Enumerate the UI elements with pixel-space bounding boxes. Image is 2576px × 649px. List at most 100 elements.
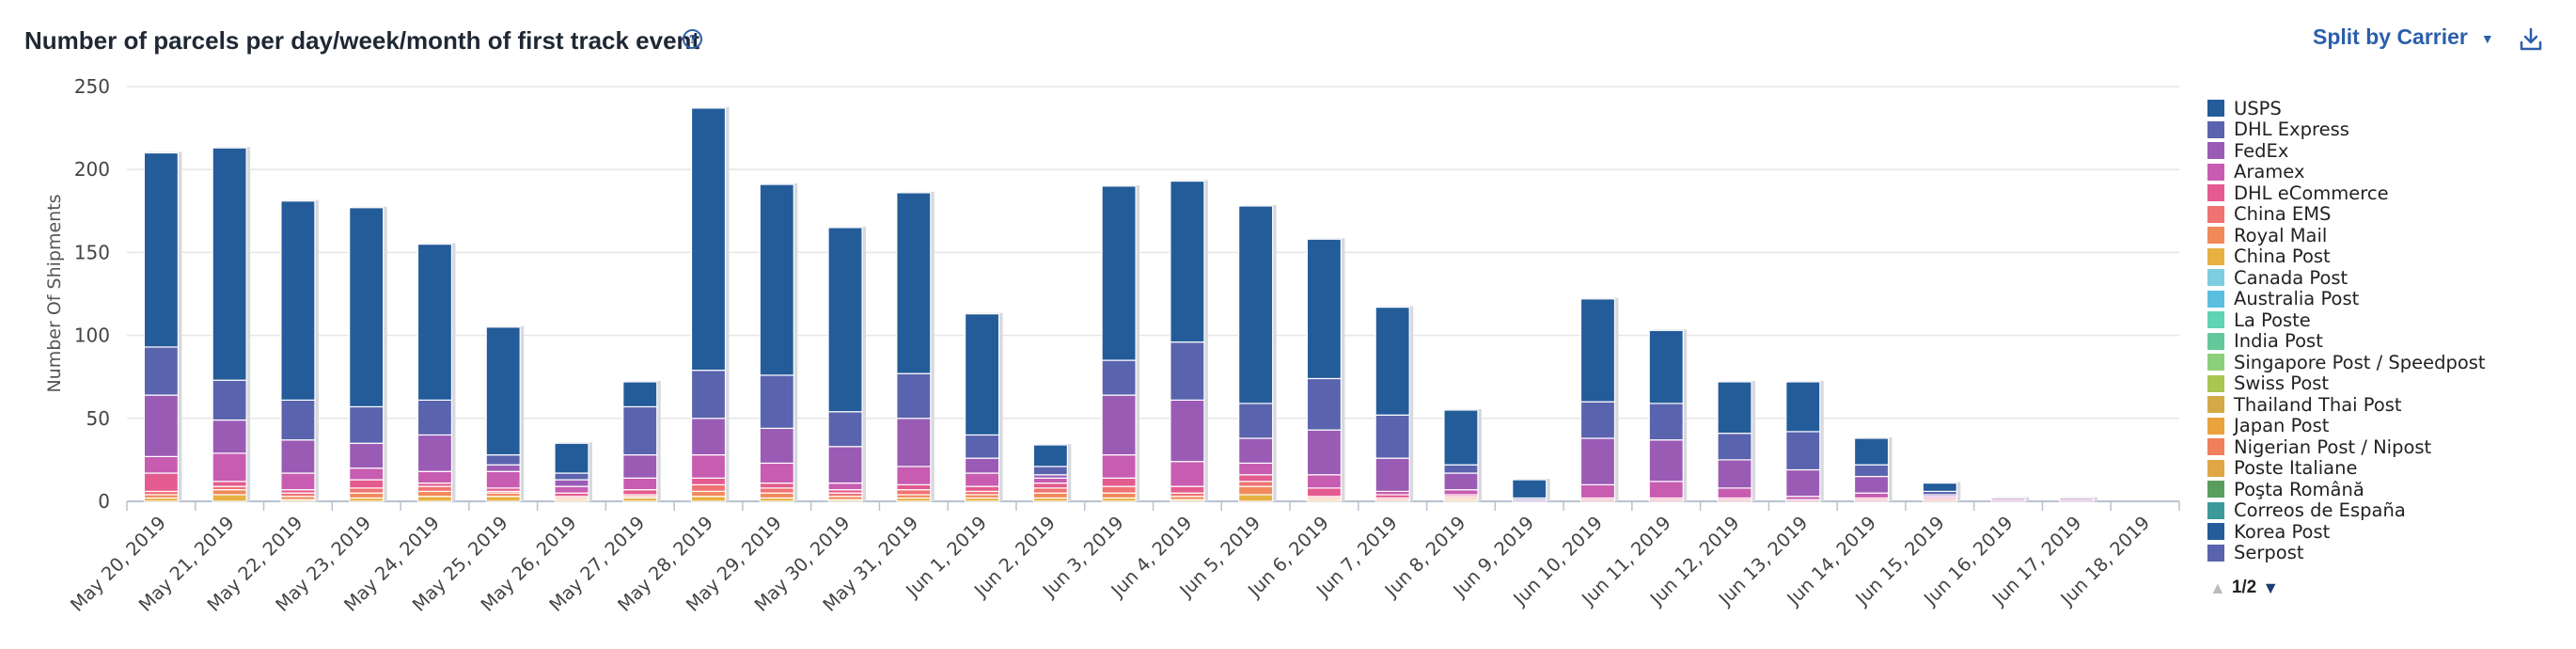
- bar-segment-usps[interactable]: [896, 192, 932, 374]
- bar-segment-china-ems[interactable]: [759, 487, 794, 494]
- bar-segment-fedex[interactable]: [1170, 399, 1205, 463]
- bar-segment-china-ems[interactable]: [1238, 481, 1274, 487]
- download-icon[interactable]: [2518, 26, 2544, 53]
- bar-segment-usps[interactable]: [690, 107, 727, 372]
- bar-segment-fedex[interactable]: [1990, 497, 2026, 500]
- bar-segment-dhl-express[interactable]: [485, 454, 521, 466]
- bar-segment-usps[interactable]: [1306, 238, 1343, 380]
- bar-segment-usps[interactable]: [1512, 479, 1547, 499]
- bar-segment-fedex[interactable]: [1853, 475, 1890, 494]
- bar-segment-usps[interactable]: [143, 151, 179, 348]
- bar-segment-royal-mail[interactable]: [1238, 485, 1274, 496]
- bar-segment-dhl-express[interactable]: [280, 399, 316, 441]
- bar-segment-china-ems[interactable]: [416, 485, 453, 493]
- bar-segment-dhl-ecommerce[interactable]: [896, 483, 932, 491]
- bar-segment-aramex[interactable]: [964, 472, 1000, 487]
- legend-item[interactable]: Singapore Post / Speedpost: [2207, 352, 2565, 373]
- bar-segment-usps[interactable]: [554, 442, 589, 474]
- bar-segment-fedex[interactable]: [1238, 437, 1274, 465]
- bar-segment-usps[interactable]: [1238, 205, 1274, 404]
- bar-segment-dhl-express[interactable]: [1238, 403, 1274, 439]
- bar-segment-fedex[interactable]: [964, 457, 1000, 474]
- legend-item[interactable]: La Poste: [2207, 309, 2565, 331]
- bar-segment-china-ems[interactable]: [690, 483, 727, 493]
- bar-segment-royal-mail[interactable]: [690, 490, 727, 498]
- bar-segment-usps[interactable]: [349, 207, 385, 408]
- bar-segment-aramex[interactable]: [416, 470, 453, 484]
- legend-item[interactable]: Poste Italiane: [2207, 457, 2565, 479]
- bar-segment-dhl-ecommerce[interactable]: [759, 482, 794, 489]
- bar-segment-dhl-express[interactable]: [1374, 414, 1410, 459]
- bar-segment-aramex[interactable]: [690, 454, 727, 479]
- help-icon[interactable]: ?: [683, 29, 702, 49]
- bar-segment-aramex[interactable]: [1443, 489, 1479, 496]
- bar-segment-dhl-express[interactable]: [964, 434, 1000, 459]
- legend-item[interactable]: Poşta Română: [2207, 479, 2565, 500]
- bar-segment-china-ems[interactable]: [349, 487, 385, 494]
- bar-segment-usps[interactable]: [1785, 381, 1821, 433]
- bar-segment-dhl-express[interactable]: [759, 374, 794, 429]
- bar-segment-fedex[interactable]: [212, 419, 247, 454]
- bar-segment-royal-mail[interactable]: [759, 492, 794, 499]
- legend-item[interactable]: Royal Mail: [2207, 225, 2565, 246]
- bar-segment-fedex[interactable]: [1579, 437, 1616, 485]
- bar-segment-fedex[interactable]: [1101, 394, 1137, 456]
- bar-segment-china-post[interactable]: [212, 494, 247, 502]
- bar-segment-usps[interactable]: [1922, 482, 1957, 493]
- bar-segment-aramex[interactable]: [1101, 454, 1137, 479]
- bar-segment-dhl-express[interactable]: [1717, 433, 1752, 461]
- bar-segment-usps[interactable]: [280, 200, 316, 401]
- bar-segment-fedex[interactable]: [759, 427, 794, 465]
- bar-segment-dhl-express[interactable]: [1853, 464, 1890, 478]
- bar-segment-dhl-ecommerce[interactable]: [964, 485, 1000, 493]
- bar-segment-aramex[interactable]: [1853, 492, 1890, 499]
- bar-segment-usps[interactable]: [1443, 409, 1479, 466]
- legend-item[interactable]: Aramex: [2207, 161, 2565, 182]
- bar-segment-aramex[interactable]: [1717, 487, 1752, 499]
- bar-segment-usps[interactable]: [1374, 307, 1410, 416]
- bar-segment-usps[interactable]: [964, 313, 1000, 436]
- bar-segment-china-post[interactable]: [690, 496, 727, 502]
- bar-segment-aramex[interactable]: [1579, 483, 1616, 499]
- bar-segment-royal-mail[interactable]: [416, 490, 453, 498]
- bar-segment-usps[interactable]: [485, 326, 521, 456]
- bar-segment-usps[interactable]: [416, 243, 453, 401]
- bar-segment-royal-mail[interactable]: [1101, 492, 1137, 499]
- bar-segment-china-ems[interactable]: [896, 489, 932, 496]
- bar-segment-dhl-express[interactable]: [896, 372, 932, 419]
- bar-segment-aramex[interactable]: [1306, 474, 1343, 489]
- bar-segment-royal-mail[interactable]: [349, 492, 385, 499]
- bar-segment-fedex[interactable]: [280, 439, 316, 474]
- bar-segment-aramex[interactable]: [1032, 477, 1068, 484]
- legend-item[interactable]: Serpost: [2207, 542, 2565, 563]
- bar-segment-usps[interactable]: [759, 183, 794, 376]
- bar-segment-fedex[interactable]: [143, 394, 179, 457]
- bar-segment-china-ems[interactable]: [1032, 487, 1068, 494]
- bar-segment-aramex[interactable]: [349, 467, 385, 481]
- bar-segment-aramex[interactable]: [622, 477, 658, 491]
- bar-segment-aramex[interactable]: [827, 482, 863, 491]
- bar-segment-usps[interactable]: [1579, 298, 1616, 403]
- bar-segment-aramex[interactable]: [485, 470, 521, 489]
- bar-segment-fedex[interactable]: [896, 418, 932, 467]
- bar-segment-aramex[interactable]: [1170, 461, 1205, 487]
- bar-segment-dhl-express[interactable]: [416, 399, 453, 436]
- bar-segment-usps[interactable]: [1101, 185, 1137, 361]
- bar-segment-dhl-express[interactable]: [1579, 401, 1616, 439]
- bar-segment-dhl-ecommerce[interactable]: [1306, 487, 1343, 498]
- bar-segment-china-post[interactable]: [485, 496, 521, 502]
- legend-item[interactable]: Swiss Post: [2207, 372, 2565, 394]
- bar-segment-china-post[interactable]: [1238, 494, 1274, 502]
- bar-segment-aramex[interactable]: [554, 485, 589, 494]
- bar-segment-aramex[interactable]: [143, 455, 179, 474]
- bar-segment-dhl-express[interactable]: [1785, 431, 1821, 471]
- bar-segment-fedex[interactable]: [1374, 457, 1410, 493]
- bar-segment-fedex[interactable]: [554, 479, 589, 487]
- bar-segment-usps[interactable]: [1032, 444, 1068, 467]
- legend-item[interactable]: Correos de España: [2207, 499, 2565, 521]
- bar-segment-dhl-express[interactable]: [1443, 464, 1479, 474]
- bar-segment-dhl-express[interactable]: [1306, 377, 1343, 431]
- legend-item[interactable]: USPS: [2207, 98, 2565, 119]
- bar-segment-royal-mail[interactable]: [212, 489, 247, 496]
- bar-segment-dhl-ecommerce[interactable]: [143, 472, 179, 493]
